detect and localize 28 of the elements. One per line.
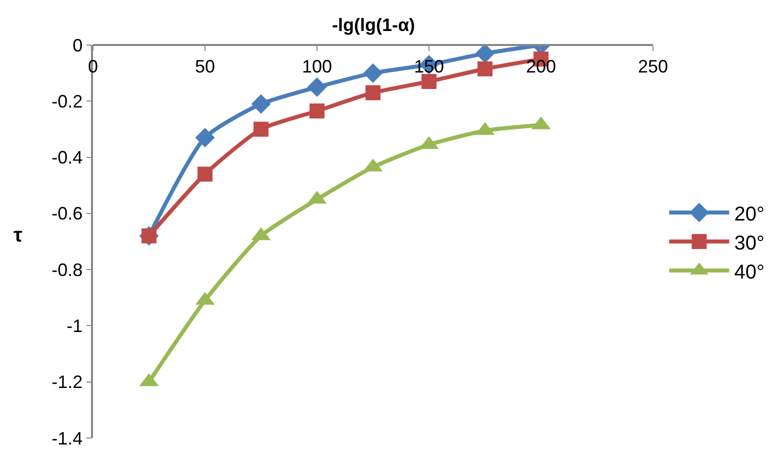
- point: [307, 77, 327, 97]
- y-axis-title: τ: [14, 224, 23, 246]
- x-tick-label: 250: [638, 56, 668, 76]
- y-tick-label: -1.2: [52, 372, 83, 392]
- point: [363, 63, 383, 83]
- y-tick-label: -0.4: [52, 148, 83, 168]
- y-tick-label: -0.2: [52, 91, 83, 112]
- point: [366, 85, 380, 100]
- point: [422, 74, 436, 89]
- x-tick-label: 50: [194, 56, 216, 76]
- legend-label: 30°: [734, 232, 764, 254]
- point: [198, 166, 212, 182]
- y-tick-label: 0: [72, 35, 83, 56]
- y-tick-label: -1.4: [52, 428, 83, 448]
- y-tick-label: -1: [66, 316, 83, 336]
- point: [195, 128, 215, 148]
- x-tick-label: 0: [88, 56, 98, 76]
- legend-label: 40°: [734, 261, 764, 284]
- point: [251, 94, 271, 114]
- point: [310, 103, 324, 118]
- legend-label: 20°: [734, 203, 764, 226]
- point: [254, 122, 268, 137]
- x-tick-label: 100: [302, 56, 332, 76]
- y-tick-label: -0.8: [52, 260, 83, 280]
- point: [478, 61, 492, 76]
- y-tick-label: -0.6: [52, 204, 83, 224]
- x-axis-title: -lg(lg(1-α): [332, 15, 416, 35]
- point: [475, 45, 495, 64]
